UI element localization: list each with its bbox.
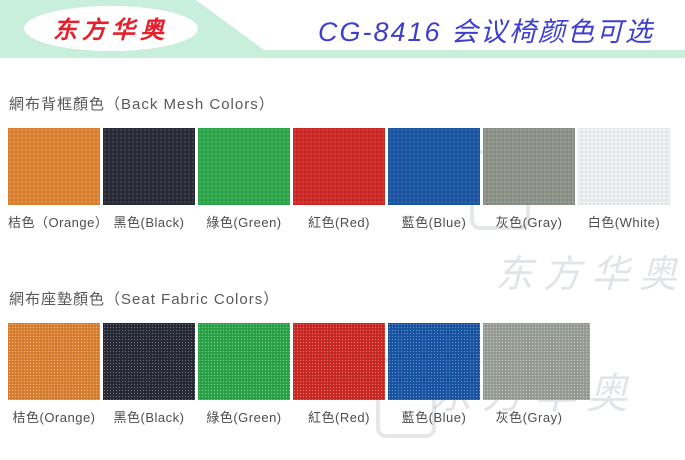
swatch-cell-orange: 桔色(Orange) xyxy=(8,323,100,426)
swatch-label: 紅色(Red) xyxy=(307,410,370,425)
page-title: CG-8416 会议椅颜色可选 xyxy=(318,17,655,47)
swatch-label: 白色(White) xyxy=(587,215,661,230)
color-swatch-red xyxy=(293,128,385,205)
swatch-label: 藍色(Blue) xyxy=(401,410,467,425)
swatch-cell-red: 紅色(Red) xyxy=(293,323,385,426)
swatch-cell-gray: 灰色(Gray) xyxy=(483,323,590,426)
swatch-cell-blue: 藍色(Blue) xyxy=(388,128,480,231)
color-swatch-white xyxy=(578,128,670,205)
color-swatch-green xyxy=(198,128,290,205)
color-swatch-gray xyxy=(483,323,590,400)
swatch-label: 灰色(Gray) xyxy=(495,410,563,425)
swatch-label: 綠色(Green) xyxy=(206,215,282,230)
swatch-label: 黑色(Black) xyxy=(113,215,185,230)
back-mesh-swatch-row: 桔色（Orange） 黑色(Black) 綠色(Green) 紅色(Red) 藍… xyxy=(0,128,685,231)
color-swatch-blue xyxy=(388,323,480,400)
swatch-cell-white: 白色(White) xyxy=(578,128,670,231)
watermark-text: 东方华奥 xyxy=(495,254,685,296)
color-swatch-black xyxy=(103,128,195,205)
color-swatch-orange xyxy=(8,323,100,400)
color-swatch-green xyxy=(198,323,290,400)
swatch-label: 黑色(Black) xyxy=(113,410,185,425)
color-swatch-gray xyxy=(483,128,575,205)
logo-text: 东方华奥 xyxy=(53,17,169,44)
swatch-cell-black: 黑色(Black) xyxy=(103,128,195,231)
swatch-label: 灰色(Gray) xyxy=(495,215,563,230)
swatch-cell-green: 綠色(Green) xyxy=(198,128,290,231)
swatch-cell-blue: 藍色(Blue) xyxy=(388,323,480,426)
swatch-label: 桔色（Orange） xyxy=(8,215,109,230)
seat-fabric-swatch-row: 桔色(Orange) 黑色(Black) 綠色(Green) 紅色(Red) 藍… xyxy=(0,323,685,426)
swatch-cell-orange: 桔色（Orange） xyxy=(8,128,109,231)
swatch-label: 桔色(Orange) xyxy=(12,410,96,425)
color-swatch-red xyxy=(293,323,385,400)
swatch-label: 綠色(Green) xyxy=(206,410,282,425)
swatch-cell-green: 綠色(Green) xyxy=(198,323,290,426)
color-swatch-blue xyxy=(388,128,480,205)
section-heading-back-mesh: 網布背框顏色（Back Mesh Colors） xyxy=(9,96,275,113)
color-swatch-orange xyxy=(8,128,100,205)
section-heading-seat-fabric: 網布座墊顏色（Seat Fabric Colors） xyxy=(9,291,280,308)
swatch-cell-red: 紅色(Red) xyxy=(293,128,385,231)
logo: 东方华奥 xyxy=(24,6,198,51)
swatch-cell-black: 黑色(Black) xyxy=(103,323,195,426)
swatch-cell-gray: 灰色(Gray) xyxy=(483,128,575,231)
color-swatch-black xyxy=(103,323,195,400)
swatch-label: 藍色(Blue) xyxy=(401,215,467,230)
swatch-label: 紅色(Red) xyxy=(307,215,370,230)
